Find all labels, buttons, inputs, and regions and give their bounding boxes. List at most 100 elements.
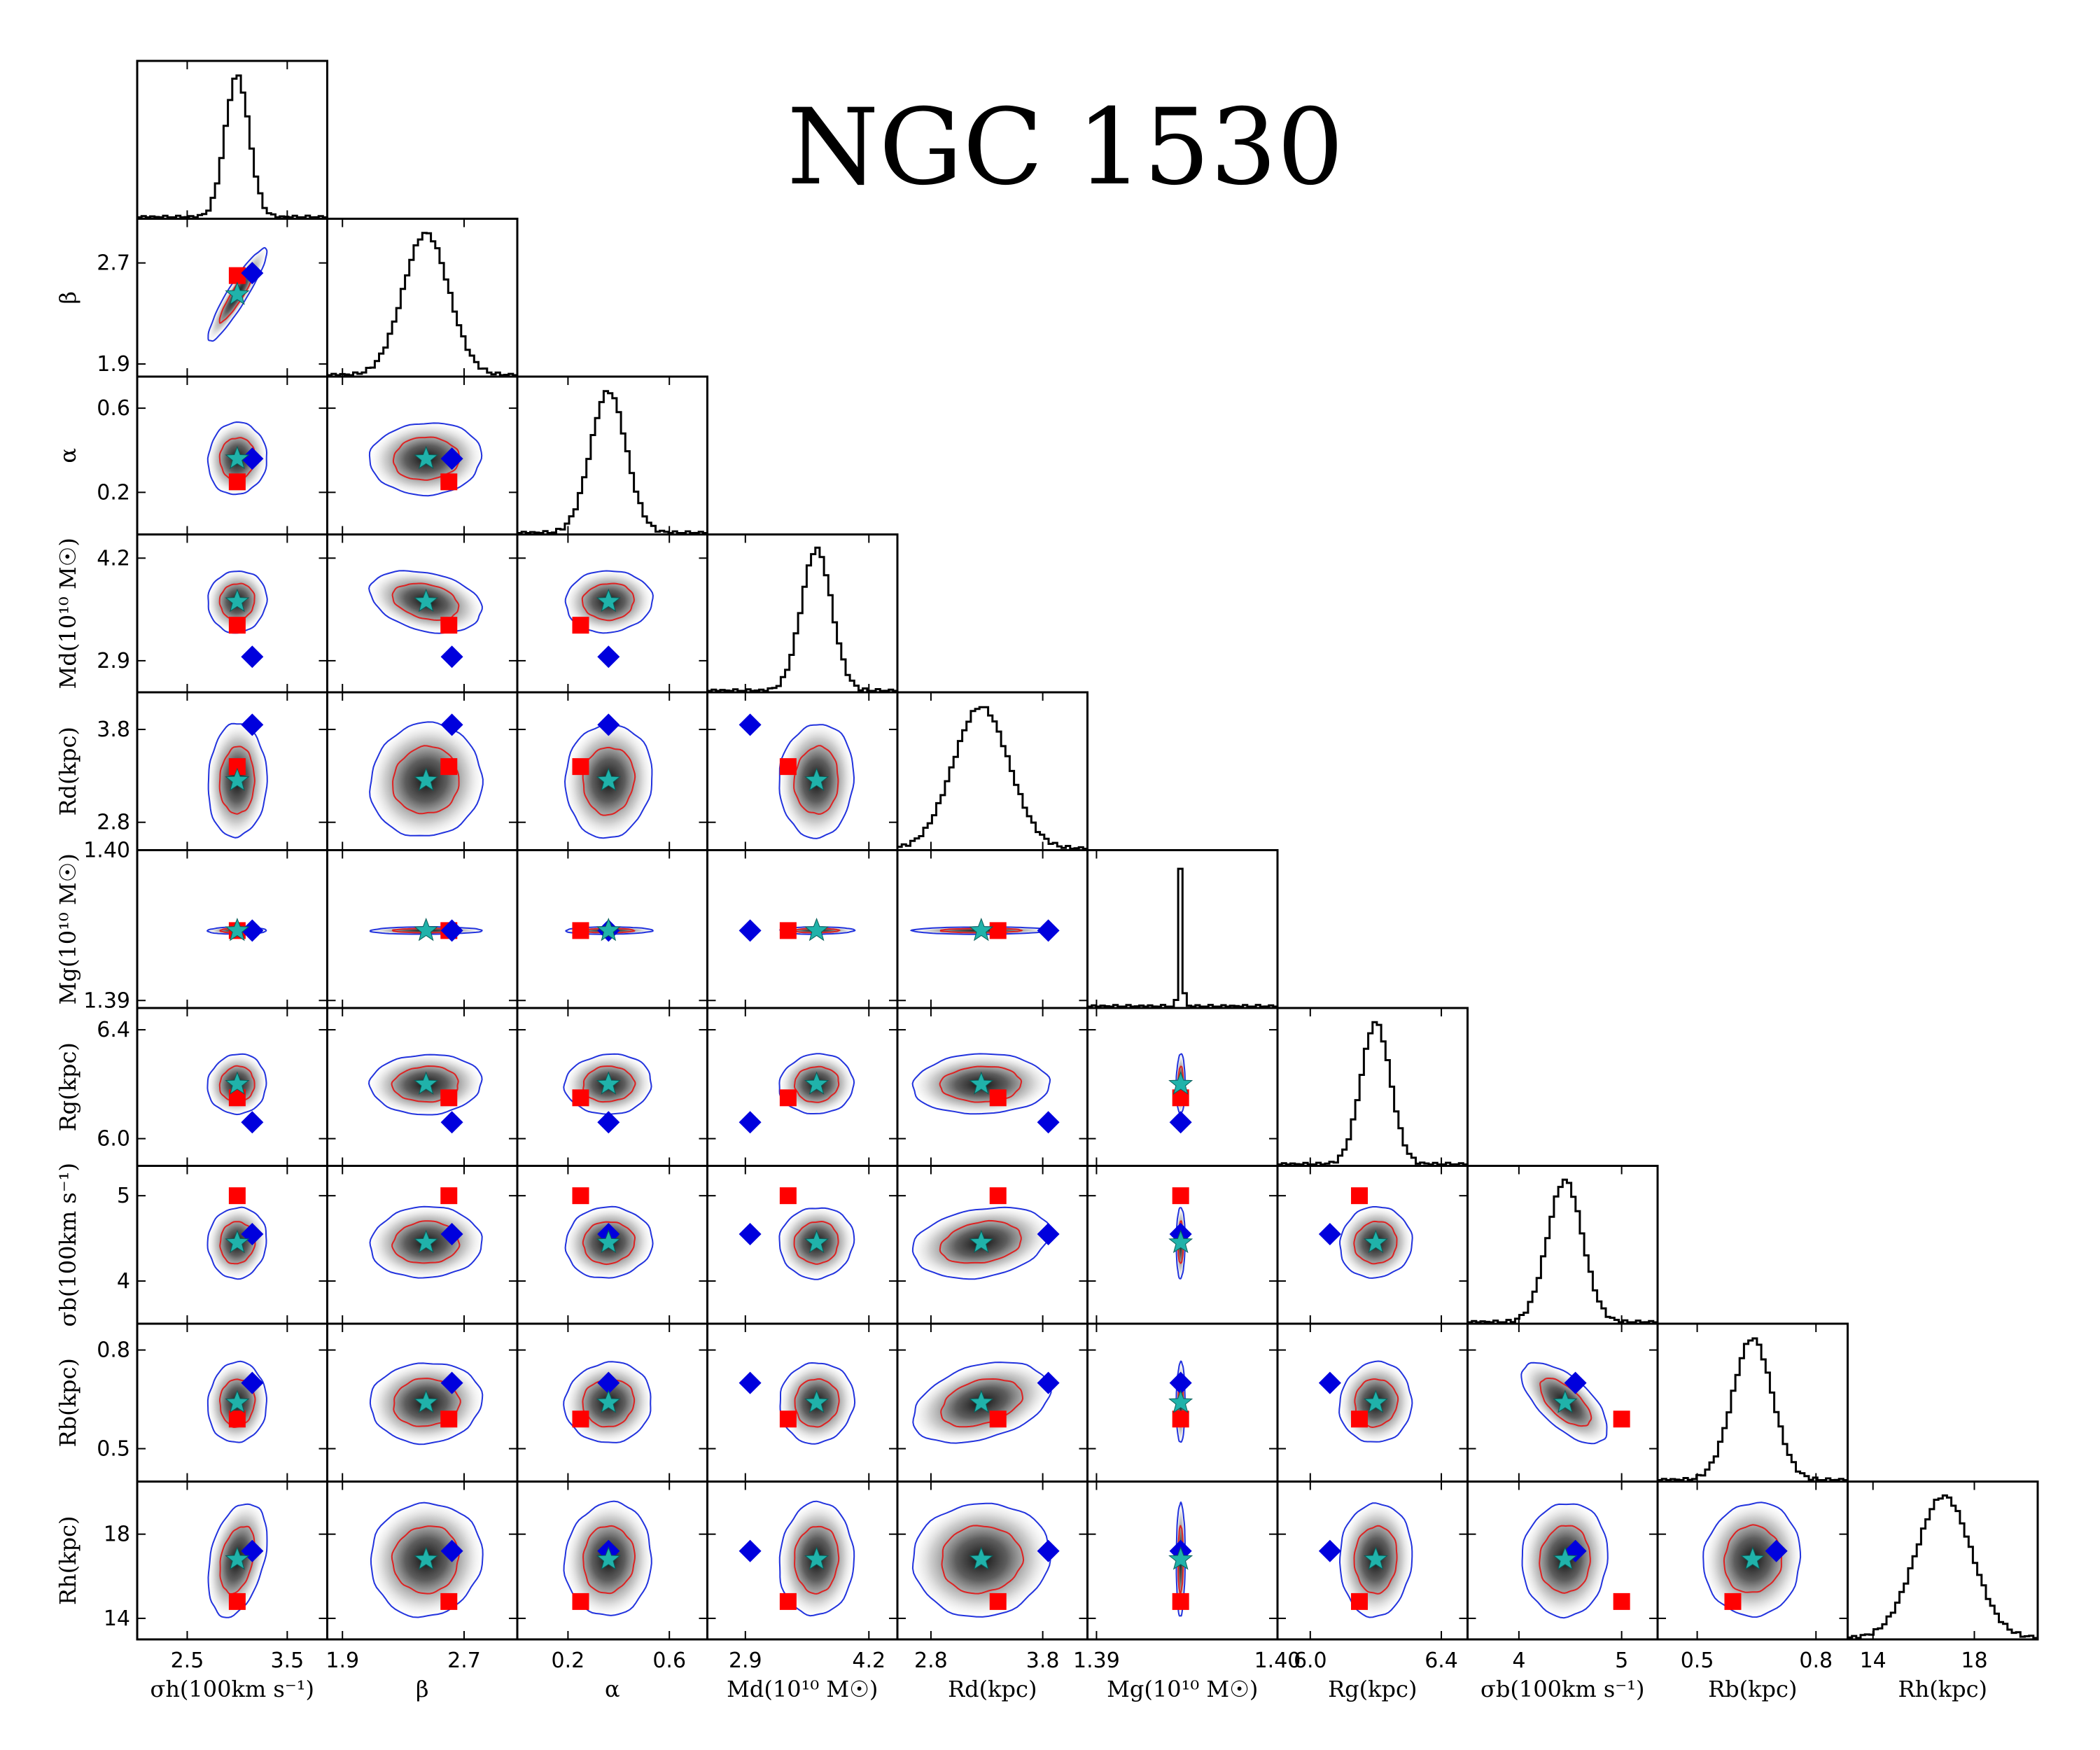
marker-diamond: [738, 919, 762, 942]
y-axis-label-R_b: Rb(kpc): [55, 1358, 81, 1447]
contour-inner: [580, 927, 636, 934]
panel-R_h-vs-beta: 1.9 2.7 β: [326, 1480, 519, 1702]
panel-frame: [516, 375, 708, 536]
contour-outer: [368, 1054, 483, 1116]
panel-sigma_b-vs-R_g: [1276, 1165, 1469, 1325]
panel-M_g-vs-R_d: [896, 849, 1088, 1009]
y-axis-label-R_g: Rg(kpc): [55, 1042, 81, 1131]
y-tick-label: 2.7: [97, 251, 130, 276]
x-tick-label: 2.5: [171, 1648, 204, 1673]
marker-diamond: [241, 919, 264, 942]
contour-inner: [941, 1525, 1025, 1595]
x-tick-label: 0.8: [1799, 1648, 1833, 1673]
contour-inner: [581, 582, 635, 622]
x-tick-label: 0.5: [1681, 1648, 1714, 1673]
x-axis-label-beta: β: [416, 1676, 429, 1702]
y-axis-label-M_d: Md(10¹⁰ M☉): [55, 538, 81, 689]
marker-square: [228, 267, 246, 284]
panel-sigma_b-vs-R_d: [896, 1165, 1088, 1325]
contour-outer: [778, 1500, 855, 1617]
contour-outer: [1521, 1503, 1609, 1619]
marker-square: [1351, 1187, 1368, 1205]
marker-square: [1351, 1592, 1368, 1610]
marker-star: [225, 1071, 250, 1095]
marker-diamond: [738, 1371, 762, 1394]
chart-title: NGC 1530: [787, 87, 1343, 209]
marker-square: [1172, 1410, 1189, 1428]
contour-outer: [563, 1361, 652, 1443]
contour-outer: [1338, 1502, 1413, 1618]
x-axis-label-R_d: Rd(kpc): [948, 1676, 1037, 1702]
x-axis-label-sigma_h: σh(100km s⁻¹): [150, 1676, 314, 1702]
marker-square: [228, 1187, 246, 1205]
contour-outer: [369, 1362, 484, 1446]
marker-star: [804, 767, 830, 791]
histogram-R_g: [1278, 1021, 1468, 1166]
x-axis-label-R_b: Rb(kpc): [1708, 1676, 1797, 1702]
contour-inner: [793, 745, 839, 816]
contour-inner: [392, 745, 460, 815]
panel-R_g-vs-R_d: [896, 1007, 1088, 1167]
marker-square: [572, 1410, 589, 1428]
panel-frame: [1466, 1165, 1659, 1325]
y-tick-label: 14: [104, 1606, 130, 1631]
marker-diamond: [440, 713, 463, 736]
marker-star: [596, 588, 621, 612]
marker-diamond: [597, 645, 620, 668]
marker-star: [596, 1546, 621, 1570]
marker-star: [225, 1229, 250, 1254]
panel-frame: [326, 218, 519, 378]
panel-M_d-vs-beta: [326, 533, 519, 694]
marker-square: [1613, 1410, 1630, 1428]
marker-star: [1168, 1229, 1194, 1254]
marker-square: [440, 758, 458, 776]
marker-star: [1168, 1546, 1194, 1570]
marker-square: [989, 1410, 1007, 1428]
marker-star: [1363, 1229, 1388, 1254]
contour-outer: [207, 1503, 268, 1618]
contour-inner: [582, 746, 636, 816]
panel-R_b-vs-sigma_h: 0.5 0.8 Rb(kpc): [55, 1322, 328, 1483]
marker-star: [414, 767, 439, 791]
contour-inner: [219, 1378, 256, 1429]
x-tick-label: 0.6: [652, 1648, 686, 1673]
marker-star: [804, 1390, 830, 1413]
marker-square: [440, 1187, 458, 1205]
contour-inner: [391, 1220, 461, 1264]
contour-inner: [794, 1525, 840, 1595]
histogram-M_d: [707, 546, 897, 692]
marker-diamond: [440, 919, 463, 942]
marker-star: [414, 1546, 439, 1570]
marker-diamond: [1037, 919, 1060, 942]
histogram-R_b: [1658, 1337, 1848, 1481]
panel-M_g-vs-M_d: [706, 849, 899, 1009]
contour-inner: [793, 1220, 839, 1265]
contour-outer: [563, 1053, 652, 1115]
panel-alpha-vs-alpha: [516, 375, 708, 536]
panel-R_b-vs-R_d: [896, 1322, 1088, 1483]
marker-square: [1613, 1592, 1630, 1610]
x-axis-label-M_g: Mg(10¹⁰ M☉): [1107, 1676, 1258, 1702]
marker-star: [1168, 1071, 1194, 1095]
marker-star: [596, 1229, 621, 1254]
panel-R_d-vs-alpha: [516, 691, 708, 851]
panel-R_d-vs-sigma_h: 2.8 3.8 Rd(kpc): [55, 691, 328, 851]
contour-inner: [219, 1221, 256, 1265]
marker-diamond: [1318, 1223, 1341, 1246]
contour-inner: [1539, 1378, 1592, 1427]
y-axis-label-R_h: Rh(kpc): [55, 1516, 81, 1605]
y-tick-label: 6.4: [97, 1018, 130, 1042]
x-tick-label: 14: [1860, 1648, 1886, 1673]
marker-star: [414, 1390, 439, 1413]
marker-square: [1172, 1592, 1189, 1610]
marker-square: [779, 1592, 797, 1610]
y-tick-label: 4.2: [97, 546, 130, 570]
x-axis-label-R_h: Rh(kpc): [1898, 1676, 1987, 1702]
contour-inner: [1177, 1220, 1184, 1264]
contour-outer: [206, 925, 267, 935]
x-tick-label: 4: [1512, 1648, 1525, 1673]
contour-inner: [218, 437, 255, 482]
panel-R_d-vs-beta: [326, 691, 519, 851]
marker-star: [1168, 1390, 1194, 1413]
panel-sigma_b-vs-alpha: [516, 1165, 708, 1325]
